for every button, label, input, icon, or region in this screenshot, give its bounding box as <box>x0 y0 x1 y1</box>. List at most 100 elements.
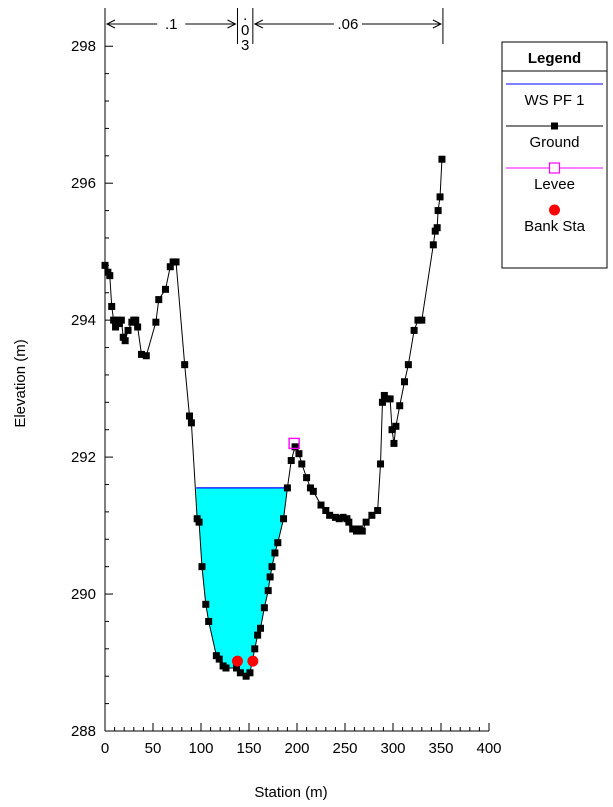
ground-point <box>414 316 422 324</box>
water-area <box>196 487 288 677</box>
n-arrowhead <box>253 19 264 29</box>
ground-point <box>236 669 244 677</box>
ground-point <box>137 350 145 358</box>
ground-point <box>388 426 396 434</box>
ground-point <box>101 261 109 269</box>
legend-box <box>501 41 608 269</box>
ground-point <box>205 617 213 625</box>
ground-point <box>222 664 230 672</box>
y-tick-label: 290 <box>71 586 96 603</box>
ground-point <box>152 318 160 326</box>
ground-point <box>166 263 174 271</box>
n-value-label: . <box>243 7 247 24</box>
n-value-label: .06 <box>337 16 358 33</box>
ground-point <box>295 450 303 458</box>
axes: 0 50 100 150 200 250 300 350 400 288 290 292 294 296 2… <box>12 12 502 801</box>
y-tick-label: 288 <box>71 723 96 740</box>
ground-point <box>392 422 400 430</box>
water-fill <box>196 487 288 677</box>
ground-point <box>266 573 274 581</box>
ground-point <box>401 378 409 386</box>
x-tick-label: 200 <box>284 740 309 757</box>
legend-title: Legend <box>528 50 581 67</box>
x-tick-label: 100 <box>188 740 213 757</box>
legend-entry-label: Ground <box>529 134 579 151</box>
ground-point <box>418 316 426 324</box>
point-markers <box>101 155 446 680</box>
ground-point <box>264 587 272 595</box>
ground-point <box>132 316 140 324</box>
ground-point <box>326 511 334 519</box>
ground-point <box>254 631 262 639</box>
n-value-label: 0 <box>241 22 249 39</box>
legend-marker <box>549 204 560 216</box>
ground-point <box>268 563 276 571</box>
ground-point <box>368 511 376 519</box>
ground-point <box>110 316 118 324</box>
ground-point <box>271 549 279 557</box>
ground-point <box>438 155 446 163</box>
ground-point <box>142 352 150 360</box>
y-tick-label: 294 <box>71 312 96 329</box>
ground-point <box>309 487 317 495</box>
ground-series <box>104 159 443 677</box>
x-tick-label: 250 <box>332 740 357 757</box>
ground-point <box>195 518 203 526</box>
levee-point <box>288 437 300 450</box>
ground-point <box>291 443 299 451</box>
x-tick-label: 50 <box>145 740 162 757</box>
ground-point <box>283 484 291 492</box>
n-arrowhead <box>105 19 116 29</box>
ground-point <box>410 326 418 334</box>
ground-point <box>378 398 386 406</box>
ground-point <box>198 563 206 571</box>
ground-point <box>382 395 390 403</box>
y-axis-title: Elevation (m) <box>12 339 29 427</box>
ground-point <box>121 337 129 345</box>
bank-station-point <box>247 655 259 667</box>
ground-point <box>287 457 295 465</box>
ground-point <box>117 316 125 324</box>
n-arrowhead <box>432 19 443 29</box>
x-tick-label: 150 <box>236 740 261 757</box>
x-axis-title: Station (m) <box>254 784 327 801</box>
ground-point <box>434 207 442 215</box>
ground-point <box>331 513 339 521</box>
ground-point <box>429 241 437 249</box>
ground-point <box>280 515 288 523</box>
ground-point <box>303 474 311 482</box>
ground-point <box>362 518 370 526</box>
legend-marker <box>551 122 558 130</box>
ground-point <box>106 272 114 280</box>
bank-station-point <box>231 655 243 667</box>
ground-point <box>108 302 116 310</box>
ground-point <box>202 600 210 608</box>
x-tick-label: 0 <box>101 740 109 757</box>
y-tick-label: 292 <box>71 449 96 466</box>
ground-point <box>317 501 325 509</box>
ground-point <box>390 439 398 447</box>
ground-point <box>345 518 353 526</box>
ground-point <box>215 655 223 663</box>
ground-point <box>242 672 250 680</box>
ground-point <box>155 296 163 304</box>
ground-point <box>134 323 142 331</box>
ground-point <box>298 460 306 468</box>
ground-point <box>396 402 404 410</box>
ground-point <box>386 395 394 403</box>
ground-point <box>124 326 132 334</box>
n-value-label: .1 <box>165 16 178 33</box>
ground-point <box>433 224 441 232</box>
mannings-n-annotations: .1.03 .06 <box>104 7 444 54</box>
ground-line <box>104 159 443 677</box>
legend-entry-label: Bank Sta <box>524 218 586 235</box>
ground-point <box>358 527 366 535</box>
ground-point <box>436 193 444 201</box>
ground-point <box>172 258 180 266</box>
x-tick-label: 350 <box>428 740 453 757</box>
ground-point <box>260 604 268 612</box>
y-tick-label: 298 <box>71 38 96 55</box>
ground-point <box>274 539 282 547</box>
x-tick-label: 400 <box>476 740 501 757</box>
